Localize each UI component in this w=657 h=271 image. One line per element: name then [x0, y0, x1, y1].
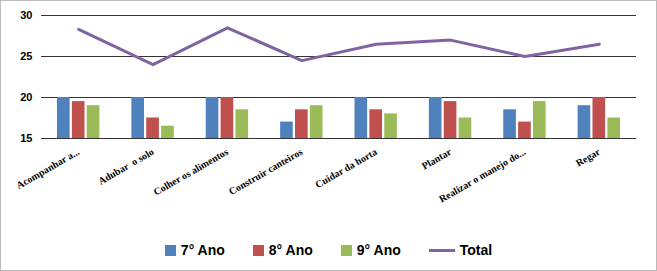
svg-text:Construir canteiros: Construir canteiros — [227, 146, 305, 197]
svg-text:Realizar o manejo do...: Realizar o manejo do... — [437, 146, 528, 205]
html-text:8° Ano: 8° Ano — [268, 242, 313, 258]
svg-text:Acompanhar a...: Acompanhar a... — [14, 146, 81, 191]
svg-text:15: 15 — [20, 132, 32, 144]
html-text:7° Ano: 7° Ano — [180, 242, 225, 258]
html-text:Total: Total — [459, 242, 493, 258]
svg-text:Colher os alimentos: Colher os alimentos — [152, 146, 231, 198]
html-text:9° Ano: 9° Ano — [356, 242, 401, 258]
svg-text:Cuidar da horta: Cuidar da horta — [313, 146, 378, 190]
svg-text:25: 25 — [20, 50, 32, 62]
svg-text:30: 30 — [20, 9, 32, 21]
svg-text:Adubar o solo: Adubar o solo — [96, 146, 155, 187]
svg-text:Regar: Regar — [574, 146, 603, 169]
svg-text:Plantar: Plantar — [420, 146, 454, 172]
svg-text:20: 20 — [20, 91, 32, 103]
